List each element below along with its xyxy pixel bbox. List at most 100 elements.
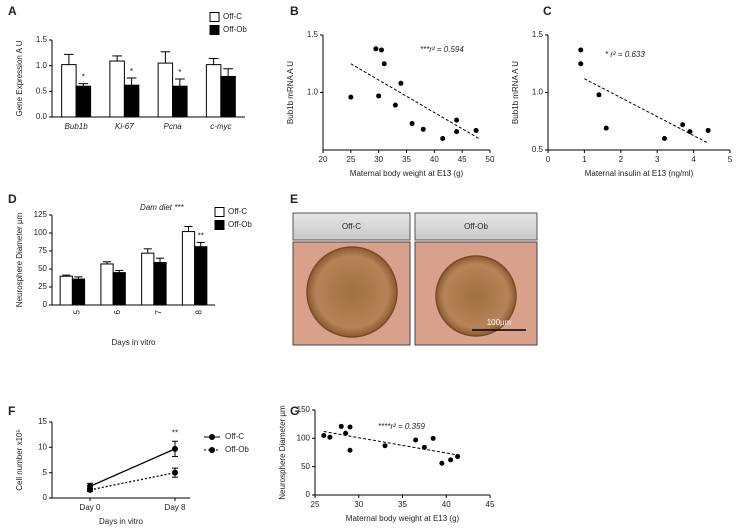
x-tick-label: Day 8 — [165, 503, 186, 512]
point — [448, 457, 454, 463]
y-tick-label: 125 — [34, 210, 48, 219]
neurosphere — [306, 246, 398, 338]
series-line — [89, 448, 176, 487]
point — [338, 423, 344, 429]
neurosphere — [435, 255, 517, 337]
annotation: ****r² = 0.359 — [378, 422, 425, 431]
x-tick-label: 7 — [154, 309, 163, 314]
x-tick-label: 35 — [398, 500, 407, 509]
legend-swatch — [209, 25, 220, 35]
panel-letter: D — [8, 192, 17, 206]
y-tick-label: 0 — [43, 300, 48, 309]
point — [413, 437, 419, 443]
point — [454, 129, 460, 135]
point — [382, 443, 388, 449]
y-tick-label: 1.5 — [532, 30, 544, 39]
x-tick-label: 45 — [458, 155, 467, 164]
point — [409, 121, 415, 127]
point — [687, 129, 693, 135]
header-label: Off-C — [342, 222, 361, 231]
x-tick-label: 45 — [486, 500, 495, 509]
x-tick-label: c-myc — [210, 122, 231, 131]
y-tick-label: 1.5 — [36, 35, 48, 44]
bar — [153, 262, 167, 306]
marker — [172, 469, 178, 476]
y-tick-label: 0 — [306, 490, 311, 499]
annotation: Dam diet *** — [140, 203, 184, 212]
panel-letter: F — [8, 404, 15, 418]
marker — [87, 486, 93, 493]
y-axis-title: Bub1b mRNA A U — [511, 61, 520, 124]
y-tick-label: 0.5 — [36, 86, 48, 95]
x-tick-label: 2 — [619, 155, 624, 164]
point — [421, 444, 427, 450]
point — [439, 460, 445, 466]
y-axis-title: Cell number x10⁵ — [15, 429, 24, 491]
y-tick-label: 5 — [43, 468, 48, 477]
x-tick-label: 25 — [346, 155, 355, 164]
y-tick-label: 50 — [38, 264, 47, 273]
x-tick-label: 8 — [195, 309, 204, 314]
y-tick-label: 1.0 — [532, 88, 544, 97]
y-axis-title: Bub1b mRNA A U — [286, 61, 295, 124]
point — [376, 93, 382, 99]
point — [603, 125, 609, 131]
point — [661, 136, 667, 141]
header-box — [414, 212, 538, 241]
bar — [59, 275, 73, 306]
bar — [75, 85, 92, 118]
legend-label: Off-Ob — [225, 445, 249, 454]
x-tick-label: 0 — [546, 155, 551, 164]
y-axis-title: Gene Expression A U — [15, 40, 24, 116]
point — [373, 46, 379, 52]
y-tick-label: 150 — [297, 405, 311, 414]
point — [578, 61, 584, 67]
y-tick-label: 100 — [297, 433, 311, 442]
y-axis-title: Neurosphere Diameter µm — [278, 405, 287, 500]
y-tick-label: 10 — [38, 442, 47, 451]
point — [398, 80, 404, 86]
bar — [181, 231, 196, 306]
y-tick-label: 0.5 — [532, 145, 544, 154]
legend-marker — [209, 434, 215, 440]
significance: * — [130, 67, 133, 76]
y-tick-label: 0 — [43, 493, 48, 502]
x-tick-label: 40 — [442, 500, 451, 509]
y-tick-label: 25 — [38, 282, 47, 291]
legend-marker — [209, 447, 215, 453]
y-tick-label: 50 — [301, 462, 310, 471]
legend-swatch — [214, 207, 225, 217]
x-tick-label: 5 — [72, 309, 81, 314]
panel-letter: G — [290, 404, 299, 418]
legend-label: Off-C — [228, 207, 247, 216]
series-line — [89, 472, 176, 491]
significance: * — [178, 68, 181, 77]
point — [473, 127, 479, 133]
bar — [112, 272, 126, 306]
y-tick-label: 1.0 — [307, 88, 319, 97]
x-tick-label: Pcna — [164, 122, 183, 131]
y-tick-label: 15 — [38, 417, 47, 426]
x-tick-label: 50 — [486, 155, 495, 164]
point — [392, 102, 398, 108]
header-label: Off-Ob — [464, 222, 488, 231]
x-tick-label: 40 — [430, 155, 439, 164]
y-tick-label: 1.5 — [307, 30, 319, 39]
significance: ** — [172, 428, 178, 437]
y-axis-title: Neurosphere Diameter µm — [15, 212, 24, 307]
x-axis-title: Maternal body weight at E13 (g) — [350, 169, 464, 178]
point — [454, 117, 460, 123]
annotation: ***r² = 0.594 — [420, 45, 464, 54]
x-tick-label: 30 — [354, 500, 363, 509]
x-tick-label: 3 — [655, 155, 660, 164]
point — [420, 126, 426, 132]
x-axis-title: Days in vitro — [111, 338, 156, 347]
x-tick-label: Ki-67 — [115, 122, 134, 131]
panel-letter: E — [290, 192, 298, 206]
y-tick-label: 75 — [38, 246, 47, 255]
x-tick-label: 4 — [691, 155, 696, 164]
point — [596, 92, 602, 98]
point — [378, 47, 384, 53]
significance: ** — [198, 231, 204, 240]
point — [327, 434, 333, 440]
